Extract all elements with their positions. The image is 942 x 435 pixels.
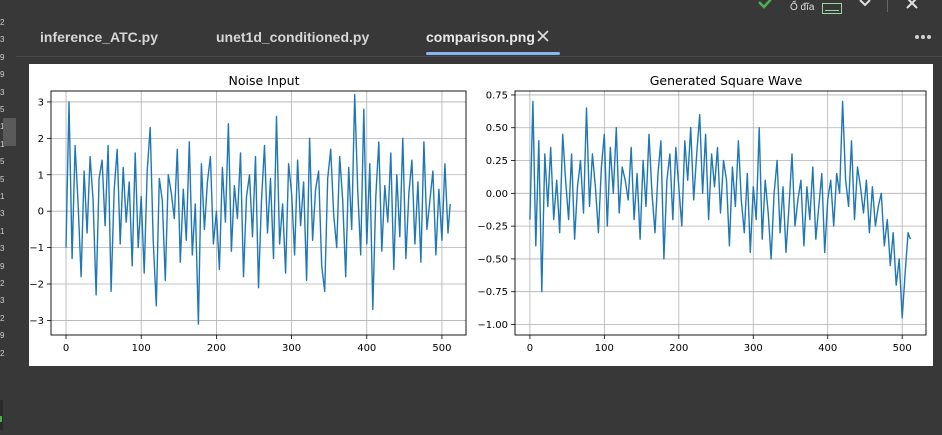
y-tick-label: −0.75 (477, 287, 508, 298)
y-tick-label: −0.50 (477, 254, 508, 265)
disk-icon[interactable] (822, 3, 842, 14)
tab-comparison-png[interactable]: comparison.png (426, 18, 560, 55)
tab-label: unet1d_conditioned.py (216, 29, 370, 45)
tab-label: inference_ATC.py (40, 29, 158, 45)
y-tick-label: −0.25 (477, 222, 508, 233)
x-tick-label: 400 (818, 343, 837, 354)
y-tick-label: 0.75 (486, 90, 508, 101)
gutter-line-number: 3 (0, 35, 5, 45)
x-tick-label: 300 (282, 343, 301, 354)
tab-bar: inference_ATC.py unet1d_conditioned.py c… (16, 18, 942, 57)
gutter-line-number: 2 (0, 313, 5, 323)
gutter-line-number: 1 (0, 226, 5, 236)
y-tick-label: −1 (29, 243, 44, 254)
x-tick-label: 300 (744, 343, 763, 354)
image-preview: Noise Input Generated Square Wave 0 100 20… (29, 64, 933, 366)
more-horizontal-icon[interactable] (914, 34, 932, 40)
gutter-line-number: 1 (0, 122, 6, 131)
gutter-line-number: 5 (0, 174, 5, 184)
gutter-line-number: 3 (0, 296, 5, 306)
gutter-line-number: 9 (0, 331, 5, 341)
x-tick-label: 0 (527, 343, 533, 354)
gutter-line-number: 2 (0, 348, 5, 358)
y-tick-label: 0.00 (486, 189, 508, 200)
gutter-line-number: 3 (0, 87, 5, 97)
series-line (529, 100, 912, 319)
tab-unet1d-conditioned[interactable]: unet1d_conditioned.py (216, 18, 396, 55)
gutter-line-number: 2 (0, 279, 5, 288)
disk-label: Ổ đĩa (790, 2, 815, 13)
close-icon[interactable] (905, 0, 919, 10)
gutter-line-number: 9 (0, 261, 5, 271)
y-tick-label: −2 (29, 280, 44, 291)
y-tick-label: −1.00 (477, 320, 508, 331)
tab-inference-atc[interactable]: inference_ATC.py (40, 18, 190, 55)
y-tick-label: 0.50 (486, 123, 508, 134)
axes-frame (50, 90, 467, 336)
gutter-line-number: 3 (0, 209, 5, 219)
x-tick-label: 100 (132, 343, 151, 354)
gutter-line-number: 9 (0, 52, 5, 62)
chart-title-noise-input: Noise Input (228, 73, 300, 88)
x-tick-label: 400 (357, 343, 376, 354)
chart-title-generated-square-wave: Generated Square Wave (649, 73, 803, 88)
y-tick-label: 0.25 (486, 156, 508, 167)
axes-1: 0 100 200 300 400 500 −3 −2 −1 0 1 2 3 (29, 90, 467, 354)
chevron-down-icon[interactable] (858, 0, 872, 10)
top-status-bar: Ổ đĩa (0, 0, 942, 18)
axes-frame (514, 90, 927, 336)
gutter-line-number: 9 (0, 70, 5, 80)
gutter-line-number: 3 (0, 244, 5, 254)
check-icon (758, 0, 772, 9)
x-tick-label: 500 (893, 343, 912, 354)
gutter-scroll-thumb[interactable] (3, 118, 16, 146)
gutter-status-mark (0, 416, 2, 422)
x-tick-label: 500 (432, 343, 451, 354)
y-tick-label: −3 (29, 316, 44, 327)
editor-gutter: 2 3 9 9 3 5 1 1 5 5 1 3 1 3 9 2 3 2 9 2 (0, 18, 16, 435)
x-tick-label: 0 (63, 343, 69, 354)
x-tick-label: 200 (669, 343, 688, 354)
gutter-line-number: 1 (0, 192, 5, 201)
comparison-figure: 0 100 200 300 400 500 −3 −2 −1 0 1 2 3 0 100 200 300 400 5… (29, 90, 927, 354)
gutter-line-number: 1 (0, 140, 6, 149)
y-tick-label: 1 (38, 170, 44, 181)
series-line (65, 93, 451, 325)
x-tick-label: 200 (207, 343, 226, 354)
topbar-divider (887, 0, 888, 12)
gutter-line-number: 2 (0, 18, 5, 27)
y-tick-label: 0 (38, 207, 44, 218)
active-tab-indicator (426, 52, 560, 55)
gutter-marker (0, 400, 3, 430)
close-icon[interactable] (537, 30, 549, 42)
tab-label: comparison.png (426, 29, 535, 45)
gutter-line-number: 5 (0, 157, 5, 167)
gutter-line-number: 5 (0, 105, 5, 114)
x-tick-label: 100 (595, 343, 614, 354)
y-tick-label: 3 (38, 97, 44, 108)
y-tick-label: 2 (38, 134, 44, 145)
axes-2: 0 100 200 300 400 500 −1.00 −0.75 −0.50 −0.25 0.00… (477, 90, 927, 354)
